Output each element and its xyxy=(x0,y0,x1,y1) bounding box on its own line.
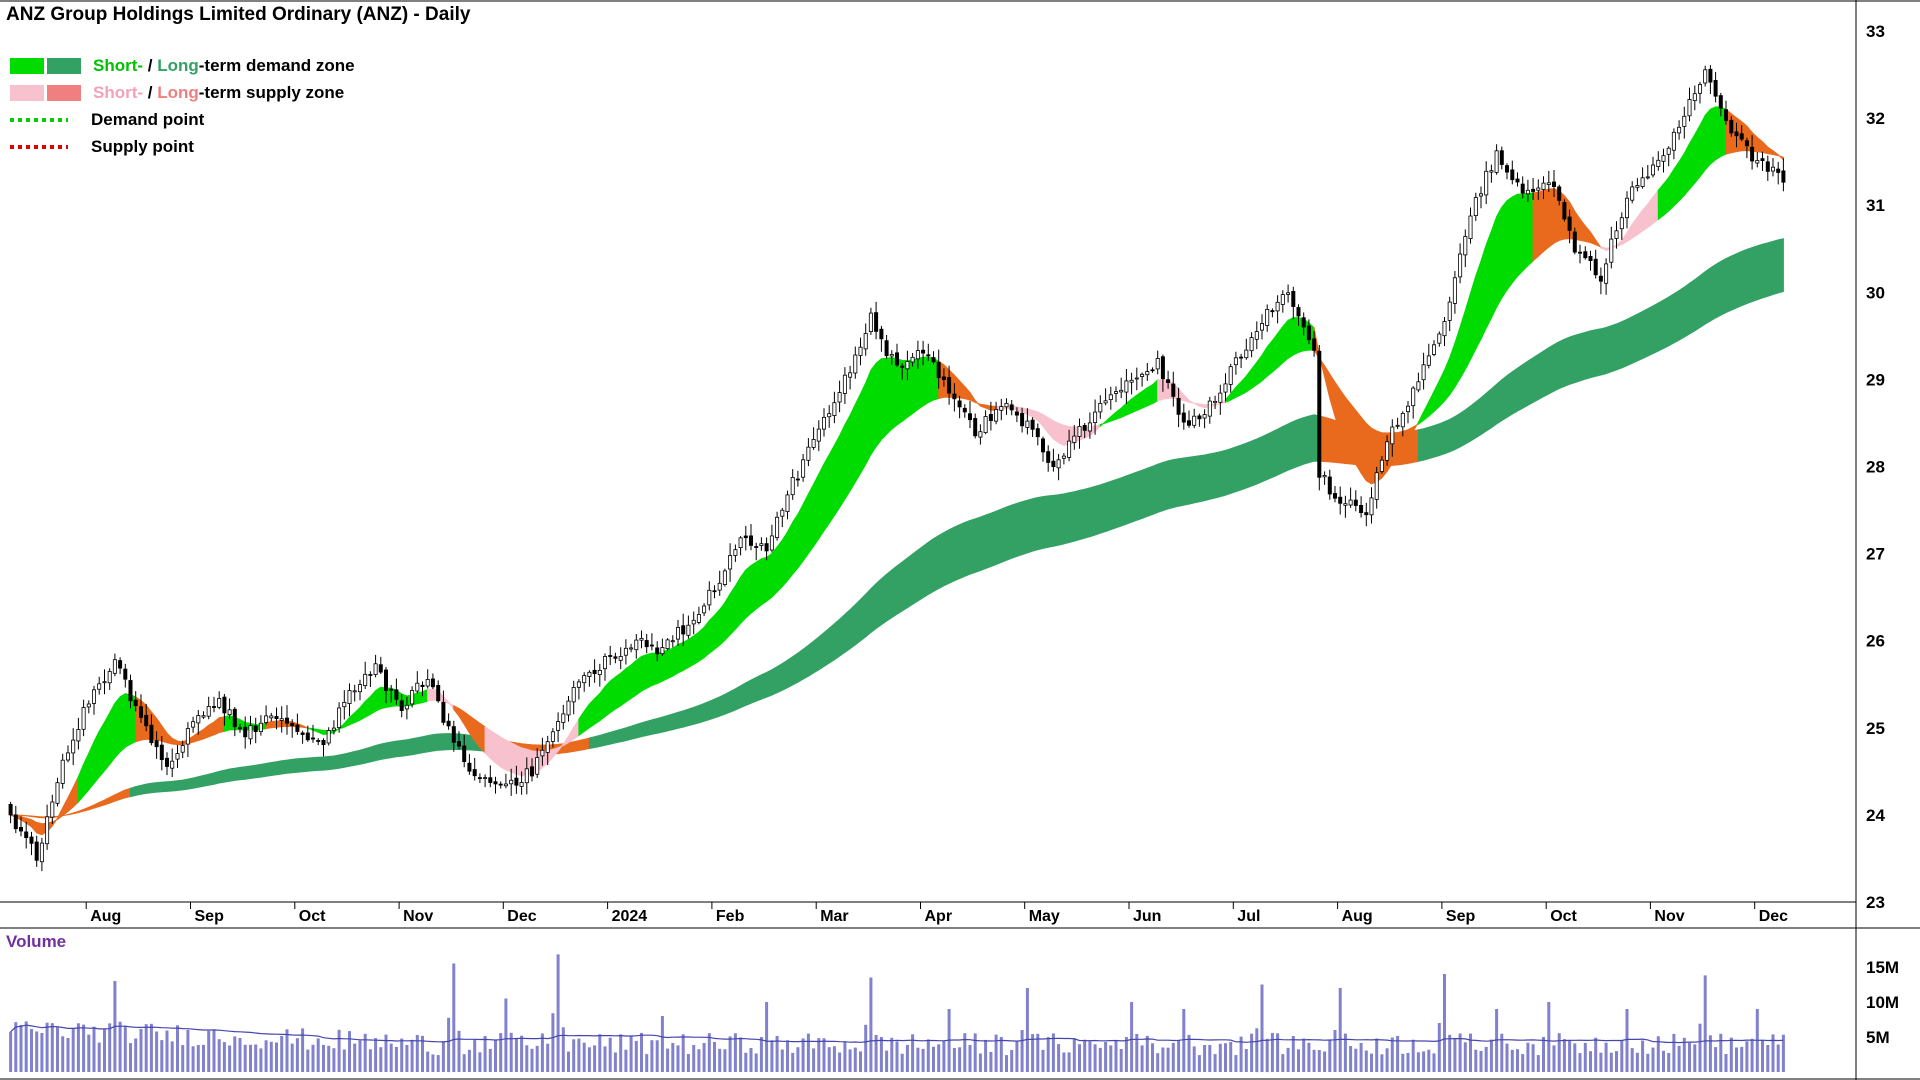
month-axis-label: Nov xyxy=(1654,908,1684,925)
supply-point-dotted-line xyxy=(10,144,68,149)
volume-ma-line xyxy=(10,1024,1784,1044)
price-axis-label: 25 xyxy=(1866,719,1885,738)
legend-supply-point-row: Supply point xyxy=(10,133,355,160)
price-axis-label: 30 xyxy=(1866,283,1885,302)
month-axis-label: Mar xyxy=(820,908,848,925)
supply-zone-rest-text: -term supply zone xyxy=(198,82,345,102)
legend-demand-point-row: Demand point xyxy=(10,106,355,133)
demand-point-label: Demand point xyxy=(91,109,205,129)
separator-text: / xyxy=(143,55,158,75)
volume-axis-label: 10M xyxy=(1866,993,1899,1012)
legend-supply-zone-row: Short- / Long-term supply zone xyxy=(10,79,355,106)
month-axis-labels: Aug Sep Oct Nov Dec 2024 Feb Mar Apr May Jun Jul Aug… xyxy=(85,902,1788,925)
price-axis-label: 29 xyxy=(1866,370,1885,389)
price-axis-labels: 23 24 25 26 27 28 29 30 31 32 33 xyxy=(1866,22,1885,912)
month-axis-label: Sep xyxy=(1446,908,1476,925)
price-axis-label: 32 xyxy=(1866,109,1885,128)
demand-zone-label: Short- / Long-term demand zone xyxy=(93,56,355,76)
month-axis-label: Sep xyxy=(195,908,225,925)
price-axis-label: 23 xyxy=(1866,893,1885,912)
volume-axis-label: 15M xyxy=(1866,958,1899,977)
month-axis-label: Jun xyxy=(1133,908,1161,925)
demand-zone-rest-text: -term demand zone xyxy=(198,55,355,75)
candlestick-series xyxy=(8,65,1786,872)
legend: Short- / Long-term demand zone Short- / … xyxy=(10,52,355,160)
price-axis-label: 26 xyxy=(1866,632,1885,651)
price-axis-label: 33 xyxy=(1866,22,1885,41)
month-axis-label: 2024 xyxy=(612,908,648,925)
demand-point-dotted-line xyxy=(10,117,68,122)
month-axis-label: Dec xyxy=(507,908,536,925)
long-supply-text: Long xyxy=(157,82,199,102)
supply-point-label: Supply point xyxy=(91,136,194,156)
volume-axis-labels: 5M 10M 15M xyxy=(1866,958,1899,1047)
long-term-band xyxy=(10,238,1784,819)
price-axis-label: 27 xyxy=(1866,545,1885,564)
long-demand-text: Long xyxy=(157,55,199,75)
chart-title: ANZ Group Holdings Limited Ordinary (ANZ… xyxy=(6,4,471,25)
short-demand-text: Short- xyxy=(93,55,144,75)
month-axis-label: Oct xyxy=(1550,908,1577,925)
price-axis-label: 24 xyxy=(1866,806,1885,825)
month-axis-label: Aug xyxy=(90,908,121,925)
month-axis-label: Feb xyxy=(716,908,745,925)
month-axis-label: Apr xyxy=(925,908,953,925)
short-supply-text: Short- xyxy=(93,82,144,102)
volume-panel-label: Volume xyxy=(6,932,67,951)
month-axis-label: Jul xyxy=(1237,908,1260,925)
month-axis-label: May xyxy=(1029,908,1060,925)
month-axis-label: Dec xyxy=(1759,908,1788,925)
month-axis-label: Nov xyxy=(403,908,433,925)
long-supply-swatch xyxy=(47,84,81,101)
short-demand-swatch xyxy=(10,57,44,74)
volume-axis-label: 5M xyxy=(1866,1028,1890,1047)
volume-bars xyxy=(9,954,1785,1073)
supply-zone-label: Short- / Long-term supply zone xyxy=(93,83,344,103)
month-axis-label: Aug xyxy=(1342,908,1373,925)
price-axis-label: 31 xyxy=(1866,196,1885,215)
long-demand-swatch xyxy=(47,57,81,74)
separator-text: / xyxy=(143,82,158,102)
month-axis-label: Oct xyxy=(299,908,326,925)
legend-demand-zone-row: Short- / Long-term demand zone xyxy=(10,52,355,79)
price-axis-label: 28 xyxy=(1866,458,1885,477)
short-supply-swatch xyxy=(10,84,44,101)
